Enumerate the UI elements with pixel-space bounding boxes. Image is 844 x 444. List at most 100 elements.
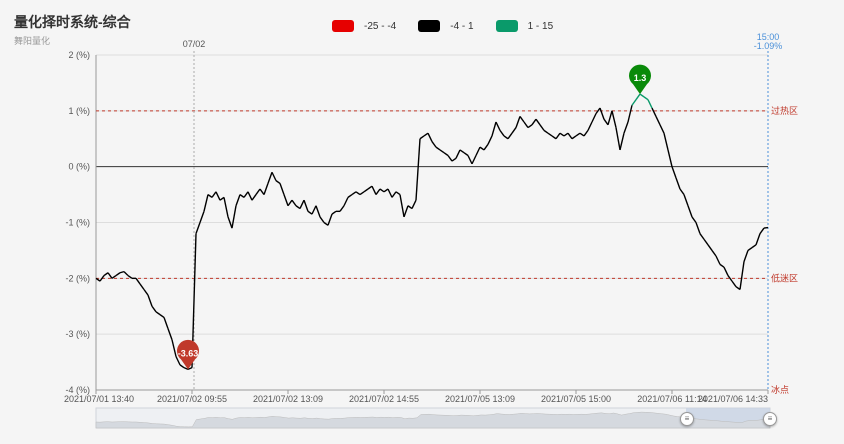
- series-segment: [279, 183, 285, 195]
- series-segment: [359, 191, 365, 196]
- series-segment: [687, 205, 693, 218]
- series-segment: [463, 152, 469, 157]
- series-segment: [203, 194, 209, 212]
- series-segment: [719, 263, 725, 268]
- x-tick-label: 2021/07/05 15:00: [541, 394, 611, 404]
- series-segment: [715, 255, 721, 265]
- series-segment: [195, 222, 201, 234]
- series-segment: [155, 311, 161, 316]
- series-segment: [127, 274, 133, 279]
- series-segment: [479, 146, 485, 151]
- series-segment: [247, 191, 253, 201]
- series-segment: [227, 216, 233, 229]
- series-segment: [143, 289, 149, 296]
- series-segment: [259, 188, 265, 195]
- series-segment: [655, 116, 661, 126]
- series-segment: [395, 191, 401, 196]
- series-segment: [223, 197, 229, 218]
- series-segment: [559, 132, 565, 137]
- series-segment: [615, 127, 621, 151]
- series-segment: [671, 166, 677, 179]
- series-segment: [571, 135, 577, 140]
- series-segment: [275, 180, 281, 184]
- series-segment: [439, 149, 445, 154]
- series-segment: [515, 116, 521, 128]
- series-segment: [495, 121, 501, 131]
- series-segment: [475, 146, 481, 156]
- series-segment: [483, 143, 489, 151]
- pin-marker[interactable]: -3.63: [177, 339, 199, 370]
- series-segment: [303, 199, 309, 212]
- series-segment: [323, 221, 329, 226]
- series-segment: [743, 250, 749, 262]
- zoom-slider-preview: [95, 411, 771, 429]
- series-segment: [711, 250, 717, 257]
- series-segment: [375, 188, 381, 195]
- series-segment: [315, 205, 321, 218]
- series-segment: [611, 110, 617, 128]
- series-segment: [251, 194, 257, 201]
- series-segment: [103, 272, 109, 277]
- series-segment: [283, 194, 289, 206]
- series-segment: [443, 152, 449, 157]
- zone-label: 冰点: [771, 384, 789, 395]
- series-segment: [531, 118, 537, 126]
- series-segment: [595, 107, 601, 115]
- series-segment: [295, 205, 301, 210]
- x-tick-label: 2021/07/02 14:55: [349, 394, 419, 404]
- zoom-handle-right[interactable]: ≡: [763, 412, 777, 426]
- series-segment: [307, 210, 313, 215]
- series-segment: [219, 196, 225, 201]
- series-segment: [271, 171, 277, 181]
- series-segment: [95, 277, 101, 282]
- series-segment: [115, 272, 121, 277]
- pins: -3.63 1.3: [177, 64, 652, 370]
- series-segment: [503, 135, 509, 140]
- series-segment: [431, 141, 437, 148]
- series-segment: [411, 199, 417, 209]
- pin-label: -3.63: [178, 348, 199, 358]
- grid-lines: [95, 54, 768, 391]
- series-segment: [631, 99, 637, 106]
- legend-item-mid[interactable]: -4 - 1: [418, 20, 474, 32]
- zone-label: 过热区: [771, 105, 798, 116]
- series-segment: [651, 107, 657, 117]
- pin-marker[interactable]: 1.3: [629, 64, 652, 95]
- series-segment: [231, 205, 237, 229]
- pin-shape: [177, 339, 199, 370]
- series-segment: [639, 93, 645, 98]
- series-segment: [327, 213, 333, 226]
- series-segment: [623, 121, 629, 134]
- series-segment: [367, 185, 373, 190]
- series-segment: [287, 199, 293, 207]
- pin-label: 1.3: [634, 73, 647, 83]
- legend-swatch-high: [495, 20, 518, 32]
- legend-item-high[interactable]: 1 - 15: [495, 20, 554, 32]
- pin-shape: [629, 64, 652, 95]
- series-segment: [243, 191, 249, 198]
- end-time-label: 15:00: [757, 32, 780, 42]
- zoom-handle-left[interactable]: ≡: [680, 412, 694, 426]
- series-segment: [167, 328, 173, 340]
- series-segment: [551, 135, 557, 140]
- series-segment: [235, 194, 241, 206]
- series-segment: [383, 188, 389, 193]
- x-tick-label: 2021/07/01 13:40: [64, 394, 134, 404]
- legend-label-high: 1 - 15: [527, 20, 554, 32]
- series-segment: [587, 121, 593, 131]
- series-segment: [663, 133, 669, 151]
- series-segment: [695, 222, 701, 234]
- series-segment: [451, 157, 457, 162]
- chart-title: 量化择时系统-综合: [14, 14, 131, 30]
- legend-label-mid: -4 - 1: [450, 20, 474, 32]
- series-segment: [723, 266, 729, 276]
- series-segment: [487, 135, 493, 145]
- series-segment: [555, 132, 561, 140]
- series-segment: [255, 188, 261, 195]
- legend-item-low[interactable]: -25 - -4: [332, 20, 396, 32]
- y-tick-label: -4 (%): [66, 385, 91, 395]
- series-segment: [511, 127, 517, 134]
- series-segment: [703, 238, 709, 246]
- series-segment: [567, 132, 573, 140]
